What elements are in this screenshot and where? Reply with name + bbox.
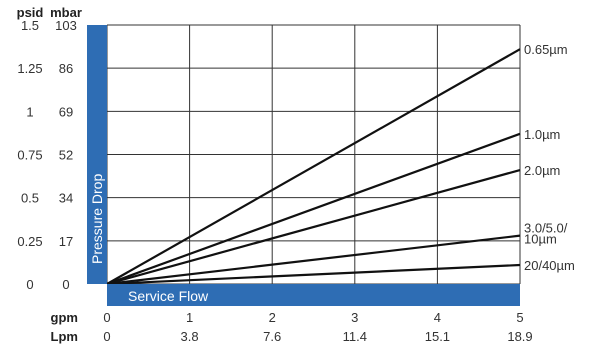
series-label: 0.65µm <box>524 42 568 57</box>
y-tick-psid: 1.25 <box>17 61 42 76</box>
grid <box>106 24 521 285</box>
x-tick-lpm: 3.8 <box>181 329 199 344</box>
x-tick-gpm: 2 <box>269 310 276 325</box>
series-line <box>106 263 521 286</box>
series-labels: 0.65µm 1.0µm 2.0µm 3.0/5.0/10µm 20/40µm <box>524 42 575 273</box>
y-axis-label: Pressure Drop <box>89 174 105 264</box>
x-tick-lpm: 15.1 <box>425 329 450 344</box>
y-tick-psid: 0.75 <box>17 148 42 163</box>
y-tick-psid: 0 <box>26 277 33 292</box>
y-tick-mbar: 34 <box>59 191 73 206</box>
x-tick-lpm: 0 <box>103 329 110 344</box>
y-tick-mbar: 86 <box>59 61 73 76</box>
series-line <box>106 132 521 286</box>
x-unit-lpm: Lpm <box>51 329 78 344</box>
y-tick-mbar: 103 <box>55 18 77 33</box>
x-tick-lpm: 7.6 <box>263 329 281 344</box>
y-tick-psid: 1.5 <box>21 18 39 33</box>
series-line <box>106 48 521 285</box>
series-label: 3.0/5.0/10µm <box>524 221 568 247</box>
y-tick-mbar: 17 <box>59 234 73 249</box>
series-lines <box>106 48 521 286</box>
y-tick-mbar: 0 <box>62 277 69 292</box>
x-tick-gpm: 5 <box>516 310 523 325</box>
tick-labels: psid mbar gpm Lpm 0 00.25 170.5 340.75 521 69… <box>17 5 533 344</box>
x-axis-label: Service Flow <box>128 288 209 304</box>
y-tick-psid: 1 <box>26 104 33 119</box>
x-unit-gpm: gpm <box>51 310 78 325</box>
y-tick-psid: 0.5 <box>21 191 39 206</box>
series-line <box>106 168 521 286</box>
series-label: 20/40µm <box>524 258 575 273</box>
x-tick-lpm: 18.9 <box>507 329 532 344</box>
x-tick-gpm: 3 <box>351 310 358 325</box>
x-tick-gpm: 4 <box>434 310 441 325</box>
y-unit-mbar: mbar <box>50 5 82 20</box>
y-tick-mbar: 69 <box>59 104 73 119</box>
axis-bands: Pressure Drop Service Flow <box>87 25 520 306</box>
x-tick-gpm: 0 <box>103 310 110 325</box>
x-tick-gpm: 1 <box>186 310 193 325</box>
series-label: 1.0µm <box>524 127 560 142</box>
y-unit-psid: psid <box>17 5 44 20</box>
series-label: 2.0µm <box>524 163 560 178</box>
y-axis-band <box>87 25 107 284</box>
y-tick-mbar: 52 <box>59 148 73 163</box>
y-tick-psid: 0.25 <box>17 234 42 249</box>
x-tick-lpm: 11.4 <box>343 329 367 344</box>
series-line <box>106 234 521 286</box>
x-axis-band <box>107 284 520 306</box>
